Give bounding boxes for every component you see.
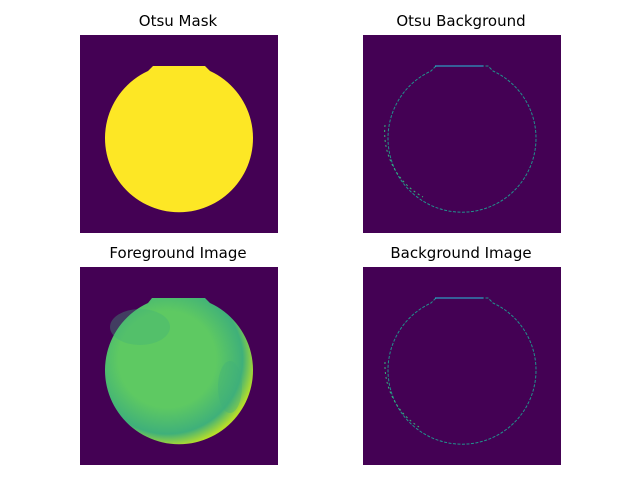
foreground-image	[80, 267, 278, 465]
otsu-mask-image	[80, 35, 278, 233]
panel-title-otsu-mask: Otsu Mask	[138, 12, 218, 30]
panel-title-otsu-background: Otsu Background	[396, 12, 526, 30]
otsu-background-bg	[363, 35, 561, 233]
panel-title-background-image: Background Image	[390, 244, 532, 262]
foreground-image-svg	[80, 267, 278, 465]
otsu-mask-svg	[80, 35, 278, 233]
otsu-mask-disk	[105, 66, 254, 213]
background-image-bg	[363, 267, 561, 465]
foreground-dark-patch-right	[218, 361, 242, 413]
foreground-dark-patch	[110, 309, 170, 345]
background-image-svg	[363, 267, 561, 465]
otsu-background-ring-highlight	[384, 124, 424, 198]
background-image-ring	[387, 297, 537, 445]
panel-title-foreground-image: Foreground Image	[109, 244, 247, 262]
otsu-background-image	[363, 35, 561, 233]
background-image	[363, 267, 561, 465]
otsu-background-ring	[387, 65, 537, 213]
foreground-disk	[105, 298, 254, 445]
otsu-background-svg	[363, 35, 561, 233]
